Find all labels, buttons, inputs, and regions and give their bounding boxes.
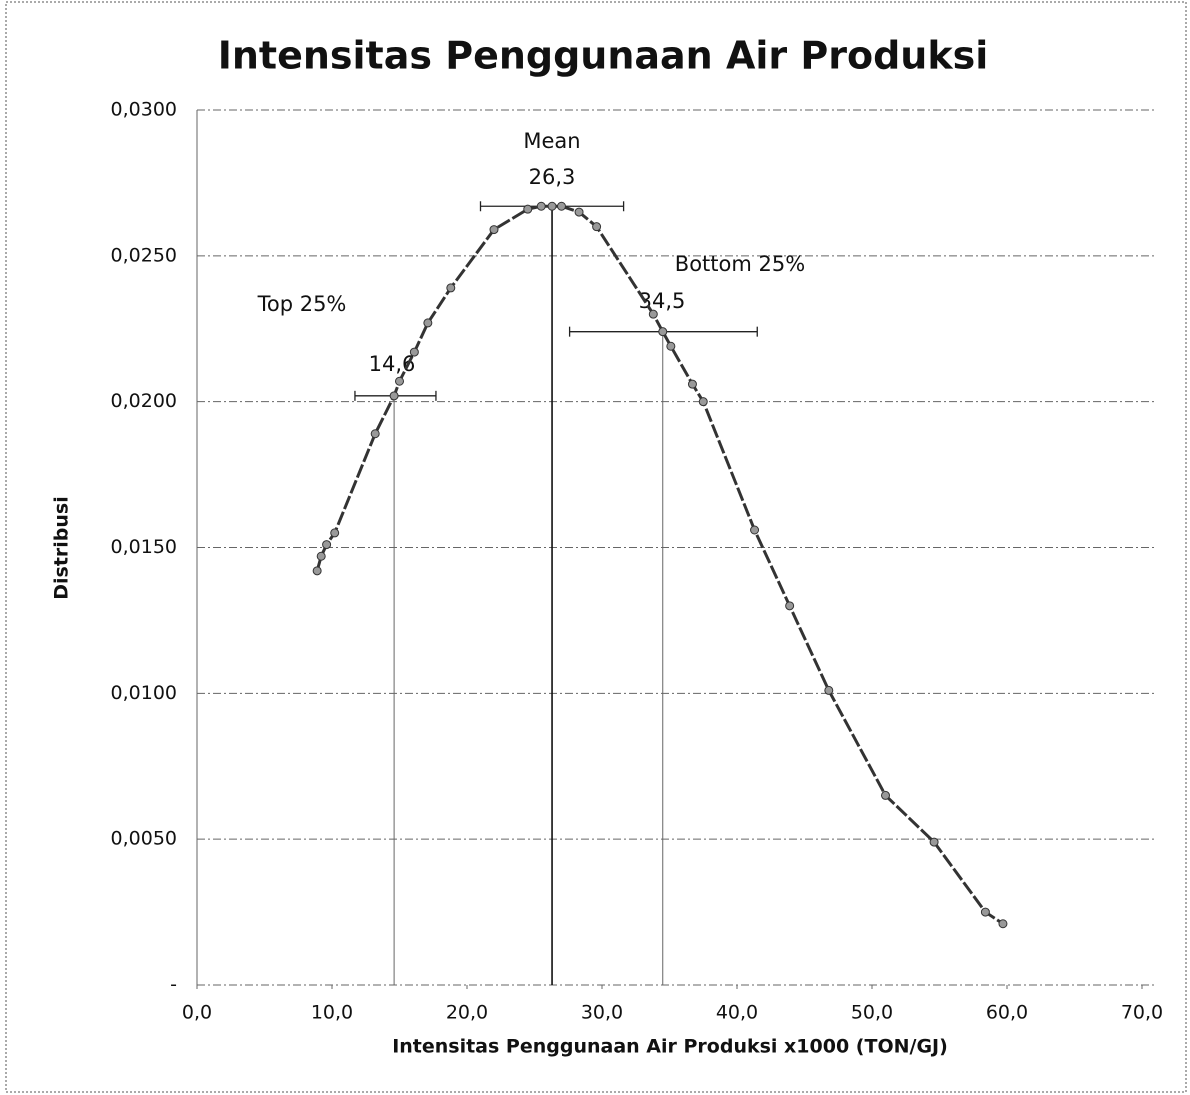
- y-tick-label: 0,0250: [111, 244, 177, 266]
- data-point: [980, 907, 990, 917]
- data-point: [557, 201, 566, 211]
- chart-title: Intensitas Penggunaan Air Produksi: [218, 34, 989, 78]
- data-point: [389, 391, 399, 401]
- x-tick-label: 50,0: [851, 1002, 893, 1024]
- data-point: [523, 204, 533, 214]
- x-tick-label: 60,0: [986, 1002, 1028, 1024]
- annotation: 26,3: [529, 165, 576, 189]
- data-point: [687, 379, 697, 389]
- data-point: [574, 207, 584, 217]
- data-point: [881, 790, 890, 800]
- y-tick-label: 0,0150: [111, 536, 177, 558]
- data-point: [698, 397, 708, 407]
- y-tick-label: 0,0100: [111, 682, 177, 704]
- data-point: [929, 837, 939, 847]
- x-tick-label: 40,0: [716, 1002, 758, 1024]
- x-tick-label: 20,0: [446, 1002, 488, 1024]
- data-point: [547, 201, 557, 211]
- annotation: Bottom 25%: [675, 252, 805, 276]
- annotation: Top 25%: [257, 292, 347, 316]
- data-point: [312, 566, 322, 576]
- x-tick-label: 10,0: [311, 1002, 353, 1024]
- data-point: [316, 551, 326, 561]
- x-tick-label: 0,0: [182, 1002, 212, 1024]
- data-point: [750, 525, 760, 535]
- y-tick-label: 0,0050: [111, 828, 177, 850]
- x-tick-label: 70,0: [1121, 1002, 1163, 1024]
- x-tick-label: 30,0: [581, 1002, 623, 1024]
- data-point: [423, 318, 433, 328]
- data-point: [536, 201, 546, 211]
- data-point: [322, 540, 332, 550]
- y-tick-label: 0,0300: [111, 99, 177, 121]
- data-point: [409, 347, 419, 357]
- x-axis-label: Intensitas Penggunaan Air Produksi x1000…: [392, 1036, 948, 1058]
- y-tick-label: -: [170, 974, 177, 996]
- annotation: Mean: [523, 129, 580, 153]
- data-point: [592, 222, 602, 232]
- data-point: [648, 309, 658, 319]
- data-point: [446, 283, 456, 293]
- data-point: [824, 685, 834, 695]
- data-point: [489, 225, 499, 235]
- data-point: [658, 327, 668, 337]
- y-axis-label: Distribusi: [51, 496, 73, 600]
- y-tick-label: 0,0200: [111, 390, 177, 412]
- data-point: [330, 528, 340, 538]
- data-point: [785, 601, 795, 611]
- data-point: [370, 429, 380, 439]
- data-point: [666, 341, 676, 351]
- data-point: [395, 376, 404, 386]
- data-point: [998, 919, 1008, 929]
